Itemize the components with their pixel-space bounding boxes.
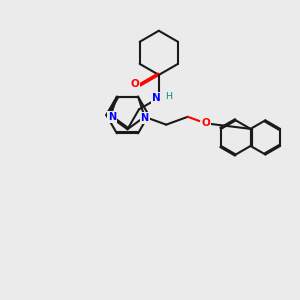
Text: N: N — [140, 113, 149, 123]
Text: N: N — [108, 112, 116, 122]
Text: H: H — [165, 92, 172, 101]
Text: O: O — [201, 118, 210, 128]
Text: N: N — [152, 93, 161, 103]
Text: O: O — [130, 80, 139, 89]
